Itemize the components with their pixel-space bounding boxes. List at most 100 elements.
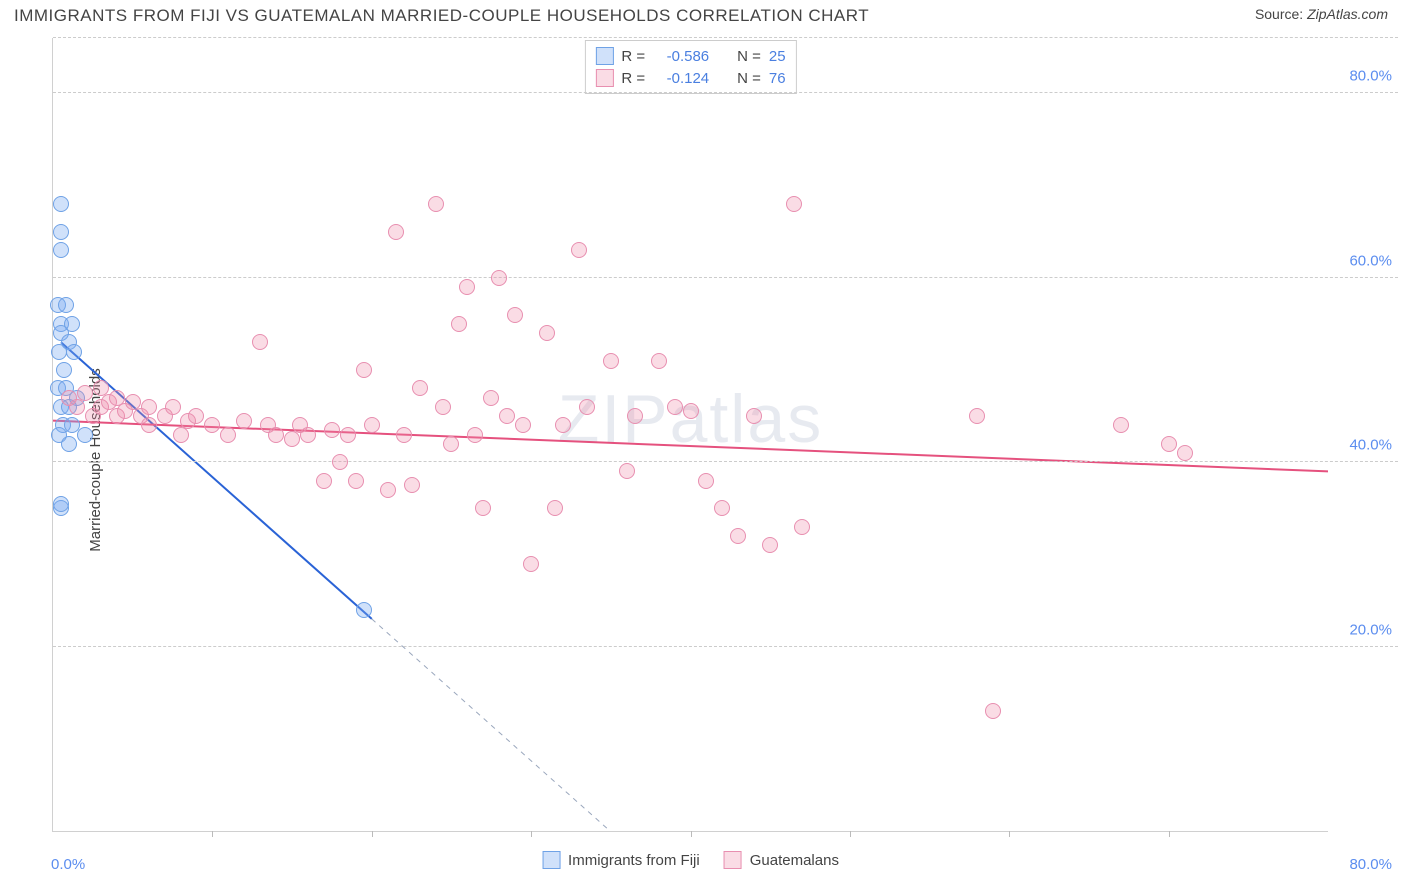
data-point [396, 427, 412, 443]
legend-stats: R =-0.586N =25R =-0.124N =76 [584, 40, 796, 94]
data-point [66, 344, 82, 360]
data-point [316, 473, 332, 489]
data-point [165, 399, 181, 415]
data-point [499, 408, 515, 424]
data-point [268, 427, 284, 443]
x-tick [1169, 831, 1170, 837]
source-label: Source: [1255, 6, 1307, 22]
legend-stat-row: R =-0.124N =76 [595, 67, 785, 89]
gridline [53, 461, 1398, 462]
x-tick [212, 831, 213, 837]
data-point [435, 399, 451, 415]
data-point [467, 427, 483, 443]
y-tick-label: 40.0% [1349, 437, 1392, 454]
y-tick-label: 60.0% [1349, 252, 1392, 269]
legend-r-label: R = [621, 70, 645, 87]
data-point [332, 454, 348, 470]
legend-swatch [542, 851, 560, 869]
data-point [236, 413, 252, 429]
legend-n-label: N = [737, 48, 761, 65]
data-point [141, 399, 157, 415]
data-point [762, 537, 778, 553]
legend-r-label: R = [621, 48, 645, 65]
data-point [204, 417, 220, 433]
data-point [683, 403, 699, 419]
data-point [746, 408, 762, 424]
data-point [579, 399, 595, 415]
x-axis-label: 0.0% [51, 856, 85, 873]
data-point [786, 196, 802, 212]
data-point [794, 519, 810, 535]
data-point [667, 399, 683, 415]
data-point [69, 399, 85, 415]
data-point [547, 500, 563, 516]
data-point [1177, 445, 1193, 461]
trend-lines [53, 38, 1328, 831]
legend-item: Guatemalans [724, 851, 839, 869]
legend-item: Immigrants from Fiji [542, 851, 700, 869]
data-point [404, 477, 420, 493]
source-attribution: Source: ZipAtlas.com [1255, 6, 1388, 22]
legend-n-label: N = [737, 70, 761, 87]
data-point [451, 316, 467, 332]
data-point [985, 703, 1001, 719]
data-point [284, 431, 300, 447]
legend-swatch [724, 851, 742, 869]
data-point [459, 279, 475, 295]
x-tick [850, 831, 851, 837]
data-point [252, 334, 268, 350]
data-point [969, 408, 985, 424]
data-point [651, 353, 667, 369]
data-point [475, 500, 491, 516]
page-title: IMMIGRANTS FROM FIJI VS GUATEMALAN MARRI… [14, 6, 869, 26]
data-point [428, 196, 444, 212]
y-tick-label: 20.0% [1349, 621, 1392, 638]
data-point [1113, 417, 1129, 433]
data-point [491, 270, 507, 286]
data-point [53, 242, 69, 258]
data-point [507, 307, 523, 323]
data-point [388, 224, 404, 240]
x-tick [372, 831, 373, 837]
data-point [77, 427, 93, 443]
data-point [141, 417, 157, 433]
data-point [56, 362, 72, 378]
legend-series-label: Immigrants from Fiji [568, 852, 700, 869]
data-point [539, 325, 555, 341]
data-point [364, 417, 380, 433]
data-point [356, 362, 372, 378]
data-point [188, 408, 204, 424]
data-point [356, 602, 372, 618]
legend-swatch [595, 47, 613, 65]
x-tick [691, 831, 692, 837]
data-point [1161, 436, 1177, 452]
data-point [523, 556, 539, 572]
data-point [571, 242, 587, 258]
gridline [53, 92, 1398, 93]
data-point [324, 422, 340, 438]
legend-n-value: 76 [769, 70, 786, 87]
data-point [483, 390, 499, 406]
data-point [220, 427, 236, 443]
data-point [714, 500, 730, 516]
gridline [53, 277, 1398, 278]
data-point [53, 196, 69, 212]
data-point [515, 417, 531, 433]
data-point [53, 496, 69, 512]
data-point [173, 427, 189, 443]
data-point [555, 417, 571, 433]
scatter-plot: ZIPatlas R =-0.586N =25R =-0.124N =76 Im… [52, 38, 1328, 832]
data-point [443, 436, 459, 452]
legend-n-value: 25 [769, 48, 786, 65]
data-point [53, 224, 69, 240]
source-link[interactable]: ZipAtlas.com [1307, 6, 1388, 22]
legend-stat-row: R =-0.586N =25 [595, 45, 785, 67]
data-point [300, 427, 316, 443]
legend-swatch [595, 69, 613, 87]
legend-series: Immigrants from Fiji Guatemalans [542, 851, 839, 869]
data-point [340, 427, 356, 443]
data-point [61, 436, 77, 452]
data-point [698, 473, 714, 489]
y-tick-label: 80.0% [1349, 68, 1392, 85]
data-point [77, 385, 93, 401]
